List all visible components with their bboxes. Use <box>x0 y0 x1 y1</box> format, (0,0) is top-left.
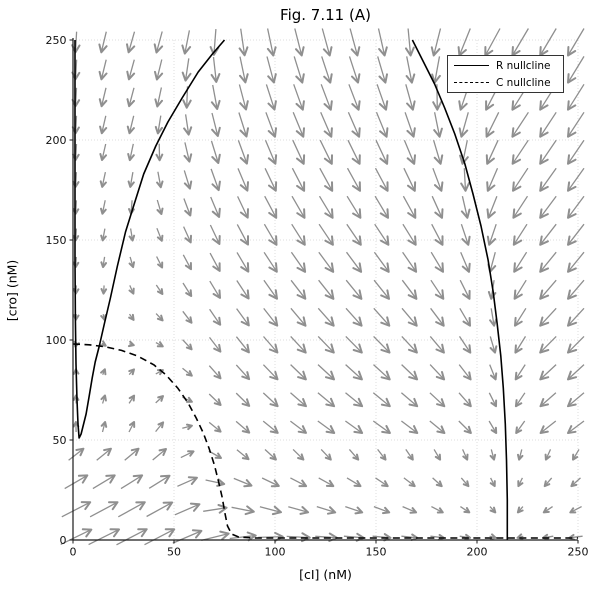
quiver-shafts <box>60 28 585 546</box>
legend-label: R nullcline <box>496 59 551 72</box>
r-nullcline <box>74 39 509 540</box>
y-tick-label: 100 <box>46 334 67 347</box>
x-tick-label: 200 <box>467 546 488 559</box>
y-tick-label: 150 <box>46 234 67 247</box>
legend-label: C nullcline <box>496 76 551 89</box>
x-tick-label: 150 <box>366 546 387 559</box>
x-tick-label: 0 <box>70 546 77 559</box>
x-tick-label: 50 <box>167 546 181 559</box>
y-tick-label: 0 <box>60 534 67 547</box>
chart-title: Fig. 7.11 (A) <box>280 6 371 24</box>
y-tick-label: 200 <box>46 134 67 147</box>
x-tick-label: 100 <box>265 546 286 559</box>
gridlines <box>73 39 579 540</box>
y-tick-label: 250 <box>46 34 67 47</box>
y-tick-label: 50 <box>53 434 67 447</box>
dashed-line-sample <box>454 82 489 83</box>
legend-entry-r-nullcline: R nullcline <box>454 59 557 73</box>
y-axis-label: [cro] (nM) <box>4 259 20 322</box>
legend-box: R nullcline C nullcline <box>447 55 564 93</box>
axes: 0 50 100 150 200 250 0 50 100 150 200 250 <box>46 34 589 559</box>
x-tick-label: 250 <box>568 546 589 559</box>
legend-entry-c-nullcline: C nullcline <box>454 76 557 90</box>
solid-line-sample <box>454 65 489 66</box>
x-axis-label: [cI] (nM) <box>299 567 352 582</box>
vector-field <box>60 28 585 546</box>
quiver-heads <box>71 43 579 543</box>
